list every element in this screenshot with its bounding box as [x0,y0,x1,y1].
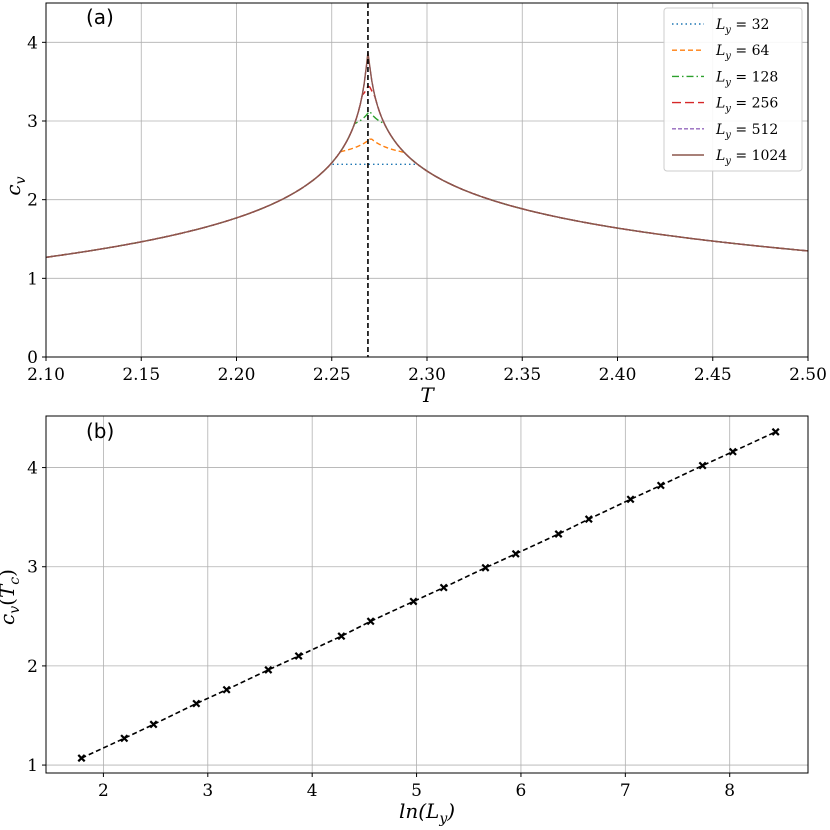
panel-b-y-tick-label: 4 [27,459,38,479]
legend-label-3: Ly = 256 [715,96,778,115]
panel-a-x-tick-label: 2.30 [408,365,446,385]
data-point [698,461,707,470]
panel-b-label: (b) [86,419,114,443]
panel-b-y-tick-label: 1 [27,756,38,776]
panel-a-y-tick-label: 0 [27,348,38,368]
panel-b-fit-line [81,431,776,759]
data-point [77,754,86,763]
panel-b-y-tick-label: 2 [27,657,38,677]
panel-a-x-tick-label: 2.35 [503,365,541,385]
data-point [771,427,780,436]
panel-a-y-tick-label: 3 [27,112,38,132]
series-line-5 [45,52,809,258]
panel-a-x-tick-label: 2.15 [122,365,160,385]
panel-b-x-tick-label: 7 [620,781,631,801]
data-point [626,495,635,504]
data-point [264,665,273,674]
panel-a-x-tick-label: 2.10 [27,365,65,385]
panel-b-frame [45,415,809,774]
data-point [294,652,303,660]
panel-a-y-tick-label: 4 [27,33,38,53]
data-point [192,699,201,708]
legend-label-2: Ly = 128 [715,69,778,88]
data-point [481,563,490,572]
panel-b-x-tick-label: 4 [307,781,318,801]
legend-label-1: Ly = 64 [715,43,769,62]
panel-b: 2 3 4 5 6 7 8 1 2 3 4 ln(Ly) cv(Tc) (b) [0,415,809,827]
legend-label-0: Ly = 32 [715,17,769,36]
legend-label-4: Ly = 512 [715,122,778,141]
panel-b-x-tick-label: 5 [411,781,422,801]
panel-a-y-tick-label: 2 [27,191,38,211]
panel-a-y-ticks: 0 1 2 3 4 [27,33,46,368]
panel-b-x-ticks: 2 3 4 5 6 7 8 [98,773,735,801]
panel-b-y-tick-label: 3 [27,558,38,578]
panel-a-x-tick-label: 2.50 [789,365,827,385]
panel-a-x-tick-label: 2.40 [599,365,637,385]
panel-b-x-tick-label: 3 [202,781,213,801]
data-point [439,583,448,592]
panel-a-x-tick-label: 2.45 [694,365,732,385]
panel-b-x-tick-label: 8 [724,781,735,801]
data-point [728,447,737,456]
panel-a-x-tick-label: 2.25 [313,365,351,385]
panel-b-x-label: ln(Ly) [399,799,455,827]
panel-b-grid [46,416,808,773]
data-point [511,549,520,558]
panel-b-y-ticks: 1 2 3 4 [27,459,46,776]
data-point [409,597,418,606]
panel-a-series [45,52,809,258]
panel-a-legend: Ly = 32 Ly = 64 Ly = 128 Ly = 256 Ly = 512 Ly… [663,7,803,172]
data-point [584,515,593,524]
data-point [554,530,563,538]
legend-box [663,7,803,172]
panel-b-x-tick-label: 2 [98,781,109,801]
data-point [366,617,375,626]
panel-b-markers [77,427,780,763]
data-point [149,720,158,729]
panel-a-label: (a) [86,5,114,29]
panel-a-x-ticks: 2.10 2.15 2.20 2.25 2.30 2.35 2.40 2.45 2.50 [27,357,827,385]
panel-a-x-tick-label: 2.20 [218,365,256,385]
panel-b-y-label: cv(Tc) [0,569,23,625]
data-point [222,685,231,694]
panel-a: 2.10 2.15 2.20 2.25 2.30 2.35 2.40 2.45 2.50 0 1 2… [1,2,827,407]
legend-label-5: Ly = 1024 [715,148,787,167]
data-point [337,632,346,641]
panel-b-x-tick-label: 6 [516,781,527,801]
panel-a-y-tick-label: 1 [27,269,38,289]
panel-a-y-label: cv [1,176,29,195]
data-point [120,734,129,743]
panel-a-x-label: T [420,383,435,407]
data-point [656,481,665,490]
